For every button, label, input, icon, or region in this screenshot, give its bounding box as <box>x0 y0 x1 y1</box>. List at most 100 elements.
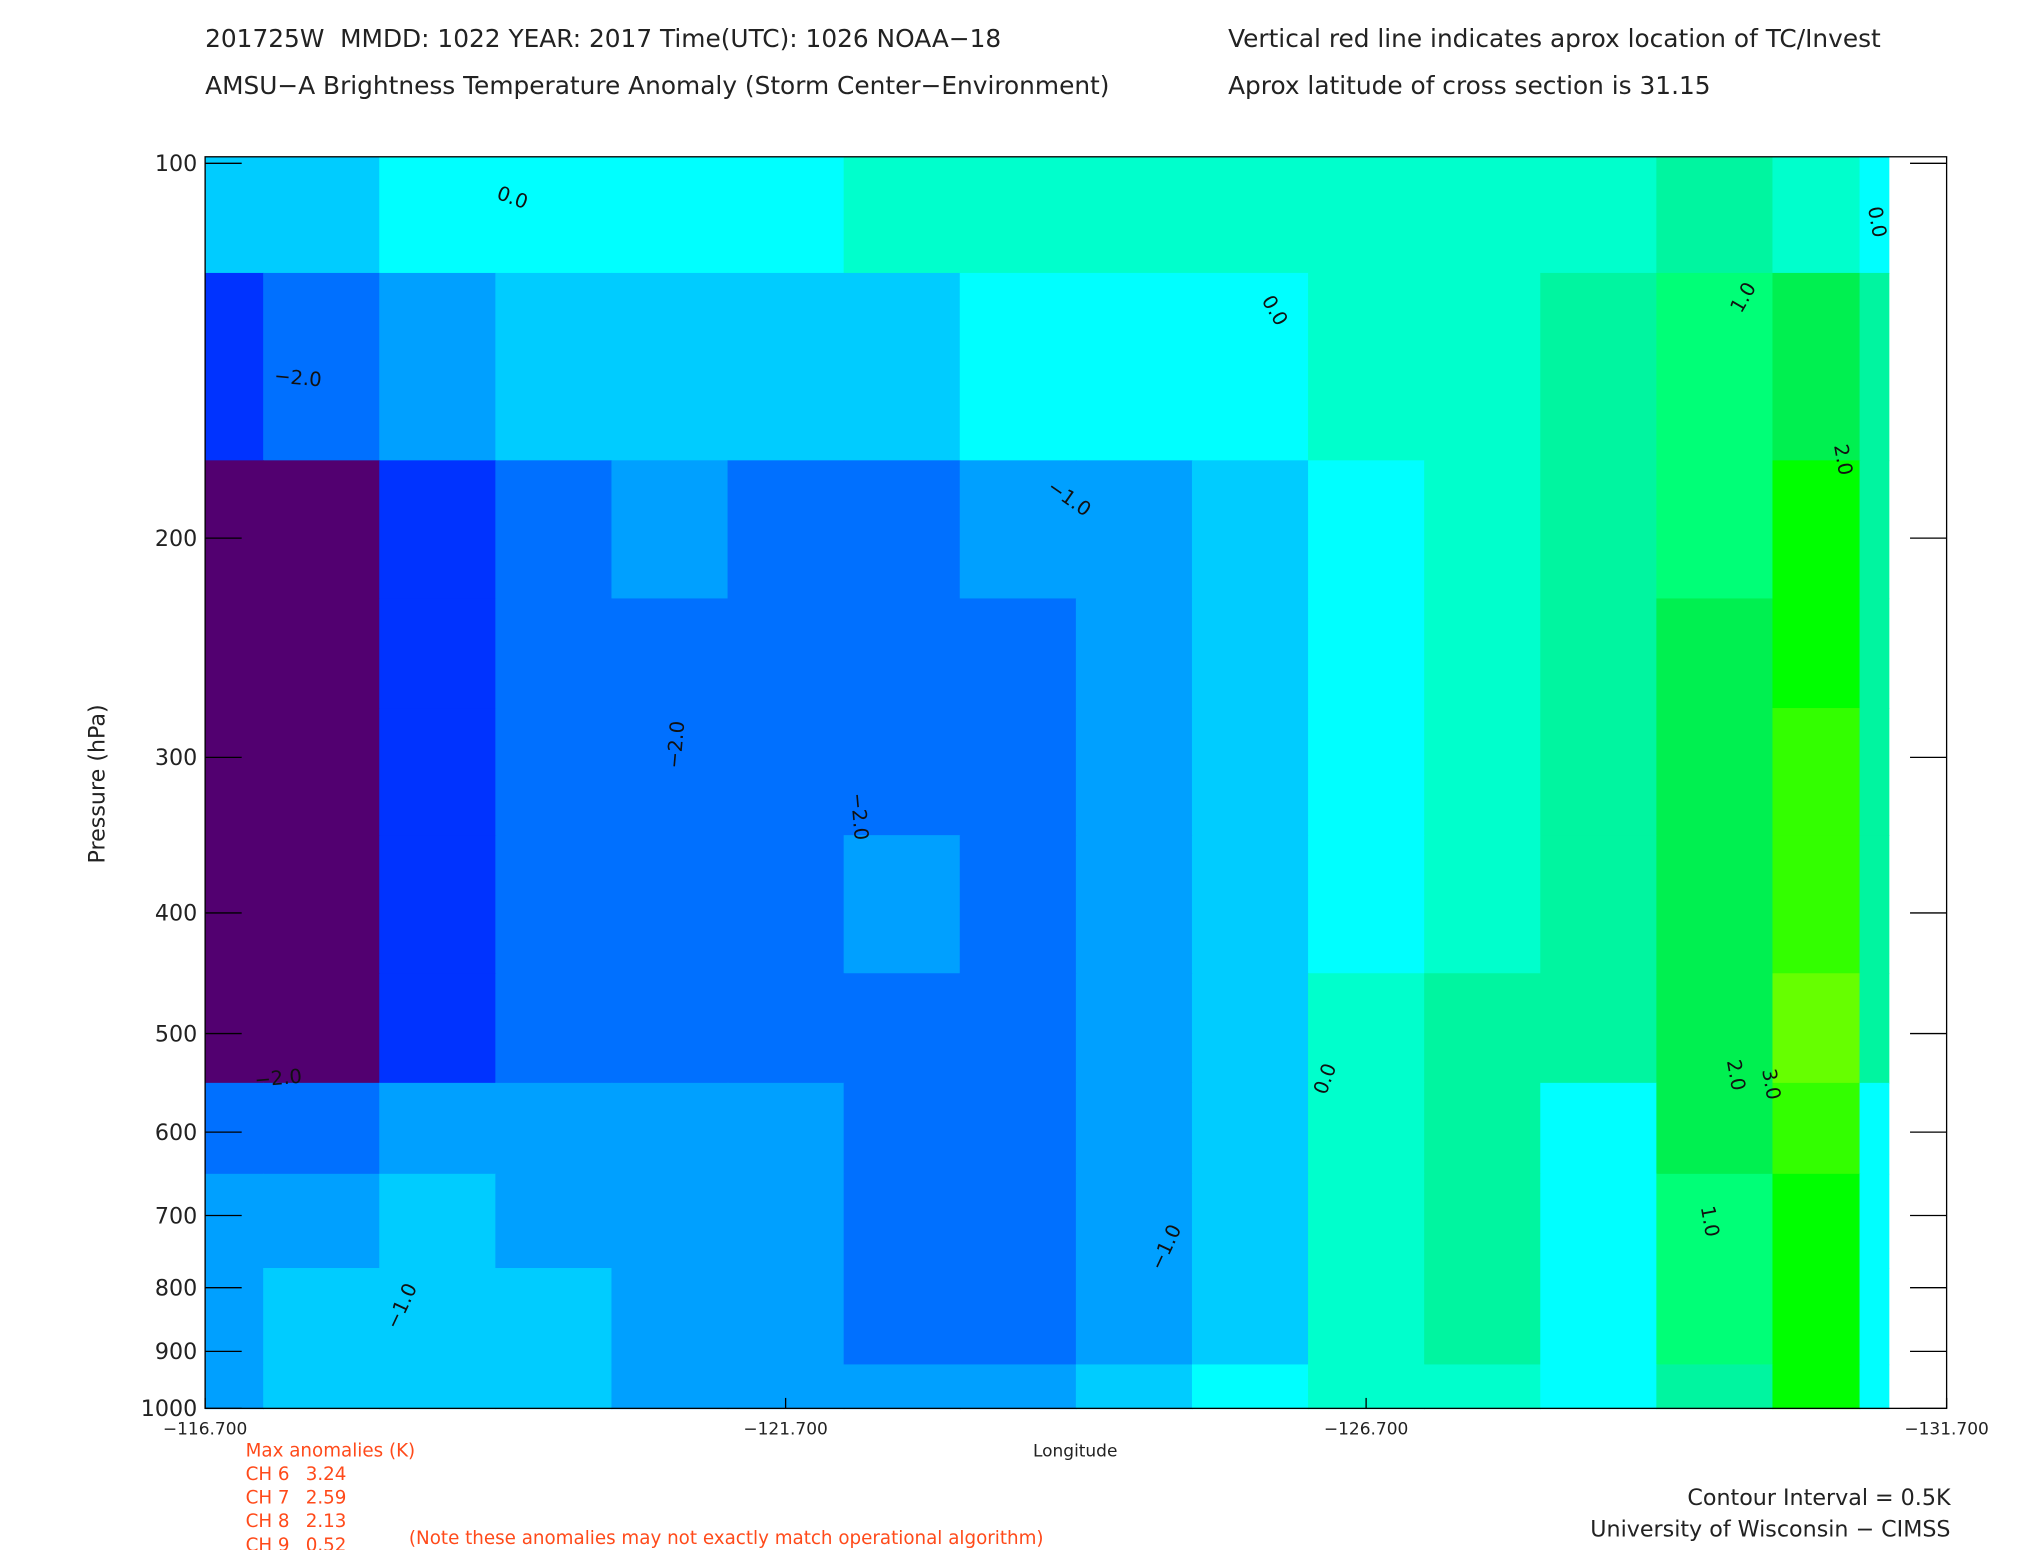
contour-cell <box>727 272 845 462</box>
contour-cell <box>1191 708 1309 836</box>
contour-cell <box>379 272 497 462</box>
contour-cell <box>495 835 613 975</box>
contour-cell <box>1075 708 1193 836</box>
contour-cell <box>1540 598 1658 709</box>
contour-cell <box>1540 1082 1658 1175</box>
contour-cell <box>1191 973 1309 1084</box>
contour-cell <box>843 1364 961 1410</box>
contour-cell <box>1656 1082 1774 1175</box>
contour-cell <box>1540 973 1658 1084</box>
contour-cell <box>1772 156 1861 274</box>
contour-cell <box>1772 708 1861 836</box>
contour-cell <box>1772 1364 1861 1410</box>
contour-cell <box>1308 1173 1425 1269</box>
contour-cell <box>1075 598 1193 709</box>
contour-cell <box>1859 460 1890 600</box>
contour-label: −2.0 <box>662 720 689 769</box>
contour-cell <box>1772 1082 1861 1175</box>
contour-cell <box>611 1364 729 1410</box>
contour-cell <box>959 598 1077 709</box>
contour-cell <box>1424 1364 1542 1410</box>
contour-cell <box>1859 272 1890 462</box>
y-tick-label: 500 <box>155 1021 197 1047</box>
contour-cell <box>379 1082 497 1175</box>
contour-cell <box>205 835 264 975</box>
y-tick-label: 200 <box>155 526 197 552</box>
y-tick-label: 800 <box>155 1276 197 1302</box>
contour-cell <box>1424 156 1542 274</box>
contour-cell <box>1191 1082 1309 1175</box>
contour-cell <box>205 708 264 836</box>
contour-cell <box>727 1173 845 1269</box>
contour-cell <box>1308 272 1425 462</box>
contour-cell <box>379 1173 497 1269</box>
contour-cell <box>1656 835 1774 975</box>
contour-label: 2.0 <box>1829 442 1857 477</box>
contour-cell <box>1191 460 1309 600</box>
title-line: 201725W MMDD: 1022 YEAR: 2017 Time(UTC):… <box>205 24 1001 53</box>
contour-cell <box>843 460 961 600</box>
contour-cell <box>205 598 264 709</box>
contour-cell <box>1075 1364 1193 1410</box>
contour-cell <box>727 708 845 836</box>
contour-cell <box>263 1173 381 1269</box>
contour-cell <box>1075 1082 1193 1175</box>
y-tick-label: 1000 <box>141 1396 197 1422</box>
channel-anomaly: 2.13 <box>306 1511 347 1532</box>
contour-cell <box>1859 708 1890 836</box>
contour-cell <box>843 598 961 709</box>
contour-cell <box>611 156 729 274</box>
contour-cell <box>495 156 613 274</box>
x-tick-label: −126.700 <box>1324 1419 1408 1439</box>
channel-anomaly: 0.52 <box>306 1535 347 1550</box>
contour-cell <box>1424 1173 1542 1269</box>
contour-cell <box>205 1267 264 1366</box>
contour-cell <box>1772 1173 1861 1269</box>
contour-cell <box>379 156 497 274</box>
y-axis-label: Pressure (hPa) <box>85 704 111 863</box>
contour-cell <box>1075 156 1193 274</box>
y-tick-label: 600 <box>155 1120 197 1146</box>
contour-cell <box>495 272 613 462</box>
contour-cell <box>611 708 729 836</box>
max-anomalies-title: Max anomalies (K) <box>246 1441 416 1462</box>
contour-cell <box>1191 835 1309 975</box>
contour-cell <box>1424 272 1542 462</box>
contour-cell <box>1191 1364 1309 1410</box>
contour-cell <box>1772 973 1861 1084</box>
contour-cell <box>727 598 845 709</box>
contour-cell <box>1859 598 1890 709</box>
anomaly-note: (Note these anomalies may not exactly ma… <box>409 1528 1044 1549</box>
contour-cell <box>1656 598 1774 709</box>
contour-cell <box>1772 460 1861 600</box>
contour-cell <box>611 1082 729 1175</box>
contour-cell <box>959 835 1077 975</box>
contour-cell <box>1308 973 1425 1084</box>
contour-cell <box>1859 973 1890 1084</box>
contour-cell <box>1859 835 1890 975</box>
contour-cell <box>611 1267 729 1366</box>
contour-cell <box>1308 1082 1425 1175</box>
contour-cell <box>205 156 264 274</box>
contour-cell <box>263 835 381 975</box>
contour-cell <box>379 1364 497 1410</box>
contour-label: 3.0 <box>1757 1067 1785 1102</box>
contour-cell <box>727 973 845 1084</box>
contour-cell <box>1859 1267 1890 1366</box>
contour-cell <box>611 460 729 600</box>
contour-cell <box>1308 460 1425 600</box>
contour-cell <box>1075 460 1193 600</box>
plot-frame <box>204 156 1948 1410</box>
contour-cell <box>843 1173 961 1269</box>
contour-cell <box>205 1173 264 1269</box>
x-tick-label: −121.700 <box>743 1419 827 1439</box>
contour-cell <box>1772 1267 1861 1366</box>
contour-cell <box>1656 272 1774 462</box>
contour-cell <box>1540 708 1658 836</box>
contour-cell <box>1424 973 1542 1084</box>
contour-cell <box>263 272 381 462</box>
note-line: Aprox latitude of cross section is 31.15 <box>1228 71 1710 100</box>
contour-cell <box>959 1173 1077 1269</box>
contour-cell <box>1656 156 1774 274</box>
